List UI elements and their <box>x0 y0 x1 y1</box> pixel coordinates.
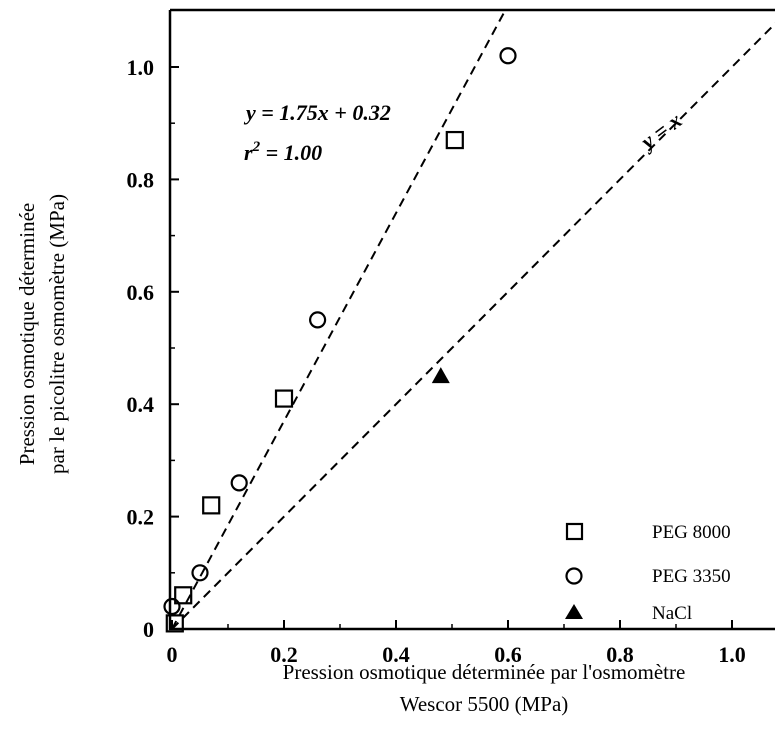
marker-peg3350 <box>309 311 327 329</box>
y-axis-ticks: 0 0.2 0.4 0.6 0.8 1.0 <box>127 55 179 642</box>
x-tick-label: 0.4 <box>382 642 410 667</box>
x-axis-title-line2: Wescor 5500 (MPa) <box>400 692 569 716</box>
identity-line <box>171 22 775 630</box>
y-axis-title-line2: par le picolitre osmomètre (MPa) <box>45 194 69 474</box>
identity-line-label: y = x <box>634 107 687 155</box>
y-axis-title-line1: Pression osmotique déterminée <box>15 203 39 465</box>
marker-peg8000 <box>174 586 193 605</box>
x-tick-label: 0.2 <box>270 642 298 667</box>
r-squared: r2 = 1.00 <box>244 139 322 165</box>
x-axis-title-line1: Pression osmotique déterminée par l'osmo… <box>283 660 686 684</box>
x-tick-label: 1.0 <box>718 642 746 667</box>
legend-marker-triangle <box>565 604 583 619</box>
legend: PEG 8000 PEG 3350 NaCl <box>565 522 731 624</box>
legend-marker-square <box>565 522 584 541</box>
legend-label-nacl: NaCl <box>652 603 692 624</box>
y-tick-label: 0.4 <box>127 392 155 417</box>
marker-peg3350 <box>191 564 209 582</box>
marker-peg3350 <box>163 597 181 616</box>
legend-label-peg3350: PEG 3350 <box>652 566 731 587</box>
marker-peg8000 <box>202 496 221 515</box>
y-tick-label: 0.8 <box>127 167 155 192</box>
marker-peg8000 <box>274 389 294 408</box>
marker-nacl <box>431 367 450 384</box>
marker-peg3350 <box>230 474 248 492</box>
regression-line <box>171 10 506 630</box>
x-tick-label: 0 <box>167 642 178 667</box>
x-tick-label: 0.8 <box>606 642 634 667</box>
y-tick-label: 1.0 <box>127 55 155 80</box>
marker-peg8000 <box>165 614 184 633</box>
legend-marker-circle <box>565 567 583 585</box>
x-tick-label: 0.6 <box>494 642 522 667</box>
fit-lines <box>171 10 775 630</box>
legend-label-peg8000: PEG 8000 <box>652 522 731 543</box>
regression-equation: y = 1.75x + 0.32 <box>243 100 391 125</box>
marker-peg3350 <box>499 47 517 65</box>
y-tick-label: 0.2 <box>127 505 155 530</box>
data-markers <box>163 47 517 633</box>
x-axis-ticks: 0 0.2 0.4 0.6 0.8 1.0 <box>167 620 746 667</box>
marker-peg8000 <box>445 130 464 150</box>
y-tick-label: 0.6 <box>127 280 155 305</box>
y-tick-label: 0 <box>143 617 154 642</box>
